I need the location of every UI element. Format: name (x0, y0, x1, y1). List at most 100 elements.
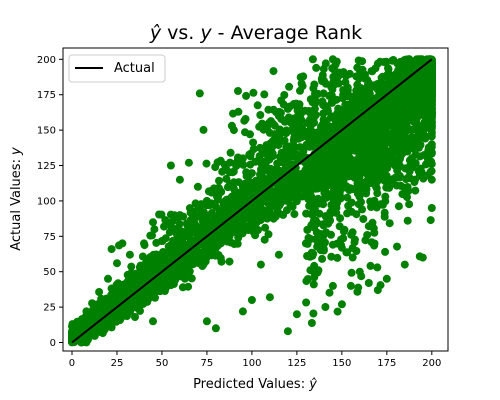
data-point (318, 120, 327, 129)
data-point (327, 98, 336, 107)
data-point (247, 169, 256, 178)
data-point (200, 213, 209, 222)
data-point (113, 296, 122, 305)
data-point (84, 330, 93, 339)
data-point (248, 217, 257, 226)
data-point (362, 151, 371, 160)
data-point (215, 209, 224, 218)
data-point (292, 150, 301, 159)
data-point (319, 200, 328, 209)
y-axis-label-sym: y (9, 147, 24, 156)
data-point (123, 312, 131, 321)
data-point (341, 78, 350, 87)
data-point (349, 130, 357, 139)
data-point (401, 164, 410, 173)
data-point (261, 223, 270, 232)
data-point (418, 90, 427, 99)
data-point (225, 257, 234, 266)
data-point (389, 56, 398, 64)
data-point (346, 184, 355, 193)
data-point (226, 238, 235, 247)
data-point (282, 143, 291, 152)
data-point (169, 224, 178, 233)
data-point (202, 196, 211, 205)
data-point (380, 136, 389, 145)
data-point (325, 288, 334, 297)
data-point (172, 230, 181, 239)
data-point (275, 125, 284, 134)
data-point (186, 216, 195, 225)
data-point (195, 89, 204, 98)
data-point (192, 224, 200, 233)
data-point (353, 100, 362, 109)
data-point (249, 88, 258, 97)
data-point (373, 161, 382, 170)
data-point (78, 336, 87, 345)
data-point (411, 186, 420, 195)
data-point (212, 203, 220, 211)
data-point (302, 140, 311, 149)
reference-line-layer (71, 58, 433, 344)
data-point (260, 235, 269, 244)
data-point (313, 242, 322, 251)
data-point (283, 104, 292, 113)
data-point (347, 268, 356, 277)
data-point (187, 274, 196, 283)
data-point (408, 144, 417, 153)
x-tick-label: 200 (422, 358, 441, 369)
data-point (395, 98, 403, 107)
data-point (395, 172, 404, 180)
data-point (279, 210, 288, 219)
data-point (184, 240, 192, 249)
data-point (289, 141, 298, 150)
data-point (303, 225, 312, 234)
data-point (150, 225, 159, 234)
data-point (337, 300, 346, 309)
data-point (280, 91, 289, 99)
data-point (418, 253, 427, 262)
data-point (332, 112, 341, 121)
data-point (324, 175, 333, 184)
data-point (338, 94, 347, 103)
data-point (370, 241, 379, 250)
data-point (260, 90, 269, 99)
data-point (317, 127, 326, 136)
data-point (307, 210, 315, 218)
data-point (274, 250, 283, 259)
data-point (318, 171, 327, 180)
data-point (153, 283, 162, 292)
data-point (302, 298, 311, 307)
title-yhat: ŷ (149, 22, 162, 44)
data-point (328, 281, 337, 290)
data-point (251, 182, 260, 191)
data-point (298, 123, 306, 132)
x-tick-label: 175 (377, 358, 396, 369)
data-point (378, 72, 387, 81)
y-tick-label: 50 (43, 267, 56, 278)
data-point (229, 126, 238, 135)
data-point (296, 73, 305, 82)
data-point (245, 177, 254, 186)
data-point (237, 214, 246, 223)
data-point (295, 100, 304, 109)
y-tick-label: 200 (37, 55, 56, 66)
data-point (362, 189, 371, 198)
data-point (378, 200, 387, 209)
data-point (263, 124, 271, 133)
title-rest: - Average Rank (212, 22, 362, 44)
data-point (238, 154, 247, 163)
data-point (353, 80, 362, 89)
data-point (298, 129, 307, 138)
data-point (347, 207, 356, 216)
data-point (166, 161, 175, 170)
data-point (95, 299, 104, 308)
data-point (202, 159, 211, 168)
data-point (310, 104, 319, 113)
data-point (248, 206, 257, 215)
data-point (423, 107, 432, 116)
data-point (384, 64, 392, 73)
data-point (215, 176, 223, 185)
data-point (265, 140, 274, 149)
legend-box (68, 54, 166, 83)
data-point (140, 273, 149, 281)
